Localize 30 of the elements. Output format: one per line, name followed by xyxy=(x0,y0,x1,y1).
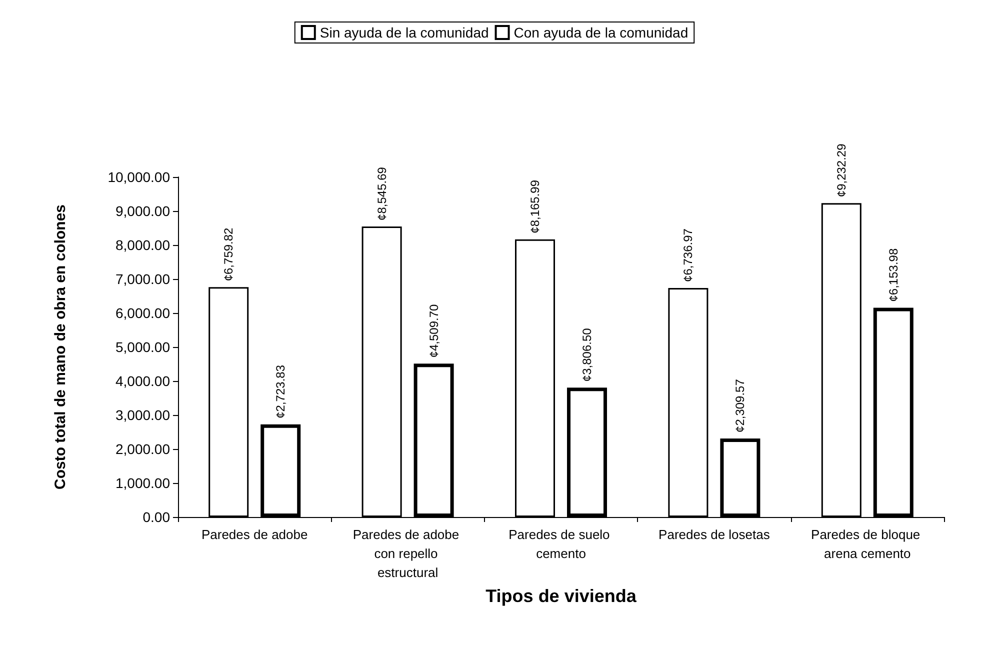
data-label: ¢6,736.97 xyxy=(681,228,696,282)
y-tick-label: 2,000.00 xyxy=(116,441,170,457)
y-tick-label: 10,000.00 xyxy=(108,169,170,185)
data-label: ¢8,545.69 xyxy=(374,166,389,220)
x-tick-label: Paredes de adobe con repello estructural xyxy=(352,527,463,580)
data-label: ¢8,165.99 xyxy=(528,180,542,234)
data-label: ¢3,806.50 xyxy=(580,328,594,382)
y-tick-label: 4,000.00 xyxy=(116,373,170,389)
y-tick-label: 7,000.00 xyxy=(116,271,170,287)
data-label: ¢2,309.57 xyxy=(733,378,748,432)
data-label: ¢6,759.82 xyxy=(222,227,236,282)
x-tick-label: Paredes de losetas xyxy=(658,527,770,542)
legend-label: Sin ayuda de la comunidad xyxy=(320,24,489,40)
y-tick-label: 9,000.00 xyxy=(116,203,170,219)
y-tick-label: 8,000.00 xyxy=(116,237,170,253)
y-tick-label: 0.00 xyxy=(142,509,170,525)
y-tick-label: 5,000.00 xyxy=(116,339,170,355)
y-tick-label: 1,000.00 xyxy=(116,475,170,491)
data-label: ¢9,232.29 xyxy=(834,143,848,198)
x-tick-label: Paredes de suelo cemento xyxy=(508,527,614,561)
x-tick-label: Paredes de adobe xyxy=(201,527,308,542)
x-axis-title: Tipos de vivienda xyxy=(486,586,638,606)
legend-label: Con ayuda de la comunidad xyxy=(514,24,688,40)
data-label: ¢6,153.98 xyxy=(886,248,900,302)
data-label: ¢4,509.70 xyxy=(426,304,441,358)
y-tick-label: 6,000.00 xyxy=(116,305,170,321)
data-label: ¢2,723.83 xyxy=(274,364,288,418)
x-tick-label: Paredes de bloque arena cemento xyxy=(811,527,924,561)
y-axis-title: Costo total de mano de obra en colones xyxy=(52,204,69,490)
y-tick-label: 3,000.00 xyxy=(116,407,170,423)
